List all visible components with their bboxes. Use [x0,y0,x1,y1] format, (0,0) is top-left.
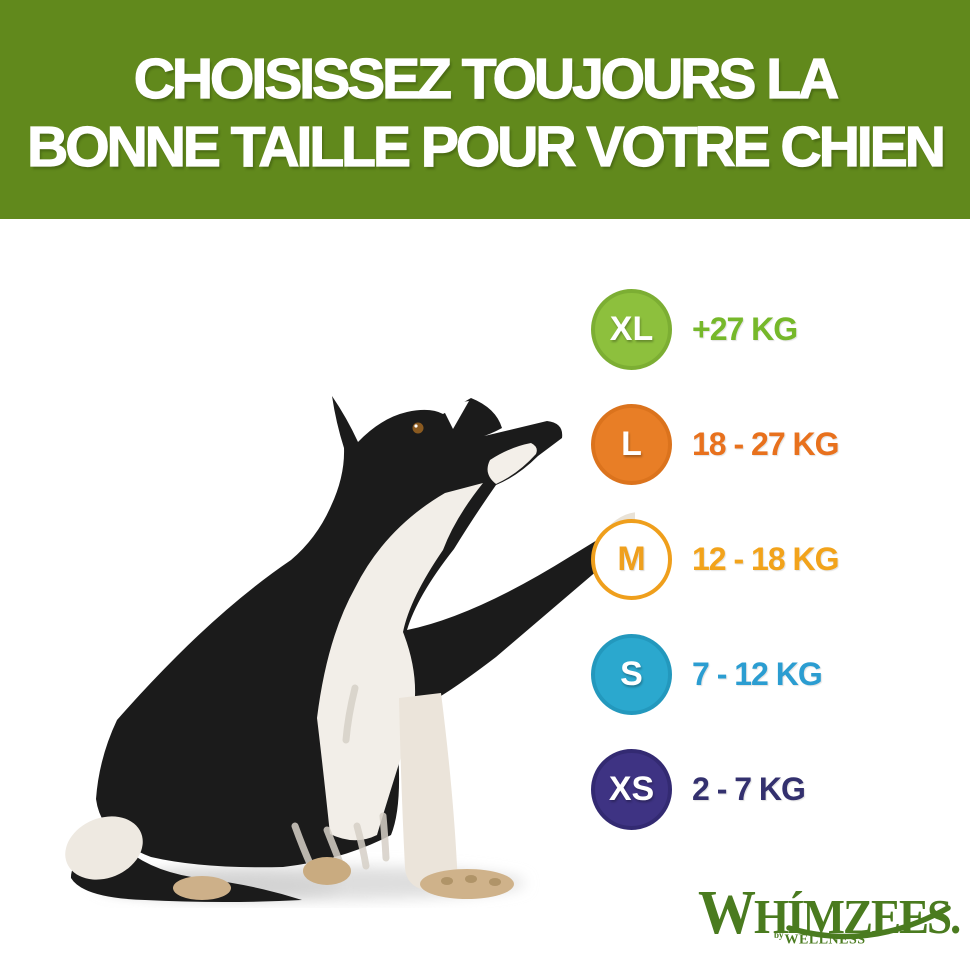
dog-illustration [65,396,649,902]
header-banner: CHOISISSEZ TOUJOURS LA BONNE TAILLE POUR… [0,0,970,219]
size-badge-label: S [620,655,643,693]
dog-chest-white [317,483,483,841]
dog-rear-paw [173,876,231,900]
by-label: by [774,930,784,940]
size-badge-xl: XL [591,289,672,370]
size-badge-label: L [621,425,642,463]
dog-head-white-patch [441,401,469,429]
dog-eye [412,422,424,434]
dog-front-paw [420,869,514,899]
size-guide: XL +27 KG L 18 - 27 KG M 12 - 18 KG S 7 … [591,289,840,830]
dog-muzzle-white [487,443,537,484]
weight-range-label: 2 - 7 KG [692,771,806,807]
weight-range-label: 18 - 27 KG [692,426,840,462]
dog-photo [55,388,649,908]
dog-front-leg [399,693,458,891]
dog-haunch-white [65,816,143,880]
size-row-xl: XL +27 KG [591,289,839,370]
size-badge-label: XS [608,770,655,808]
header-title-line2: BONNE TAILLE POUR VOTRE CHIEN [26,114,946,179]
size-badge-label: XL [609,310,654,348]
by-wellness-text: byWELLNESS [774,930,866,949]
logo-swoosh-icon [786,905,951,940]
size-badge-label: M [617,540,646,578]
header-title-line1: CHOISISSEZ TOUJOURS LA [133,46,840,111]
dog-rear-paw [303,857,351,885]
weight-range-label: 12 - 18 KG [692,541,840,577]
whimzees-logo: WHÍMZEES. byWELLNESS [698,876,961,960]
size-badge-m: M [591,519,672,600]
weight-range-label: 7 - 12 KG [692,656,823,692]
size-row-xs: XS 2 - 7 KG [591,749,839,830]
weight-range-label: +27 KG [692,311,798,347]
size-badge-l: L [591,404,672,485]
size-row-m: M 12 - 18 KG [591,519,840,600]
sub-brand-label: WELLNESS [784,932,866,948]
size-badge-xs: XS [591,749,672,830]
size-badge-s: S [591,634,672,715]
size-row-s: S 7 - 12 KG [591,634,839,715]
size-row-l: L 18 - 27 KG [591,404,840,485]
